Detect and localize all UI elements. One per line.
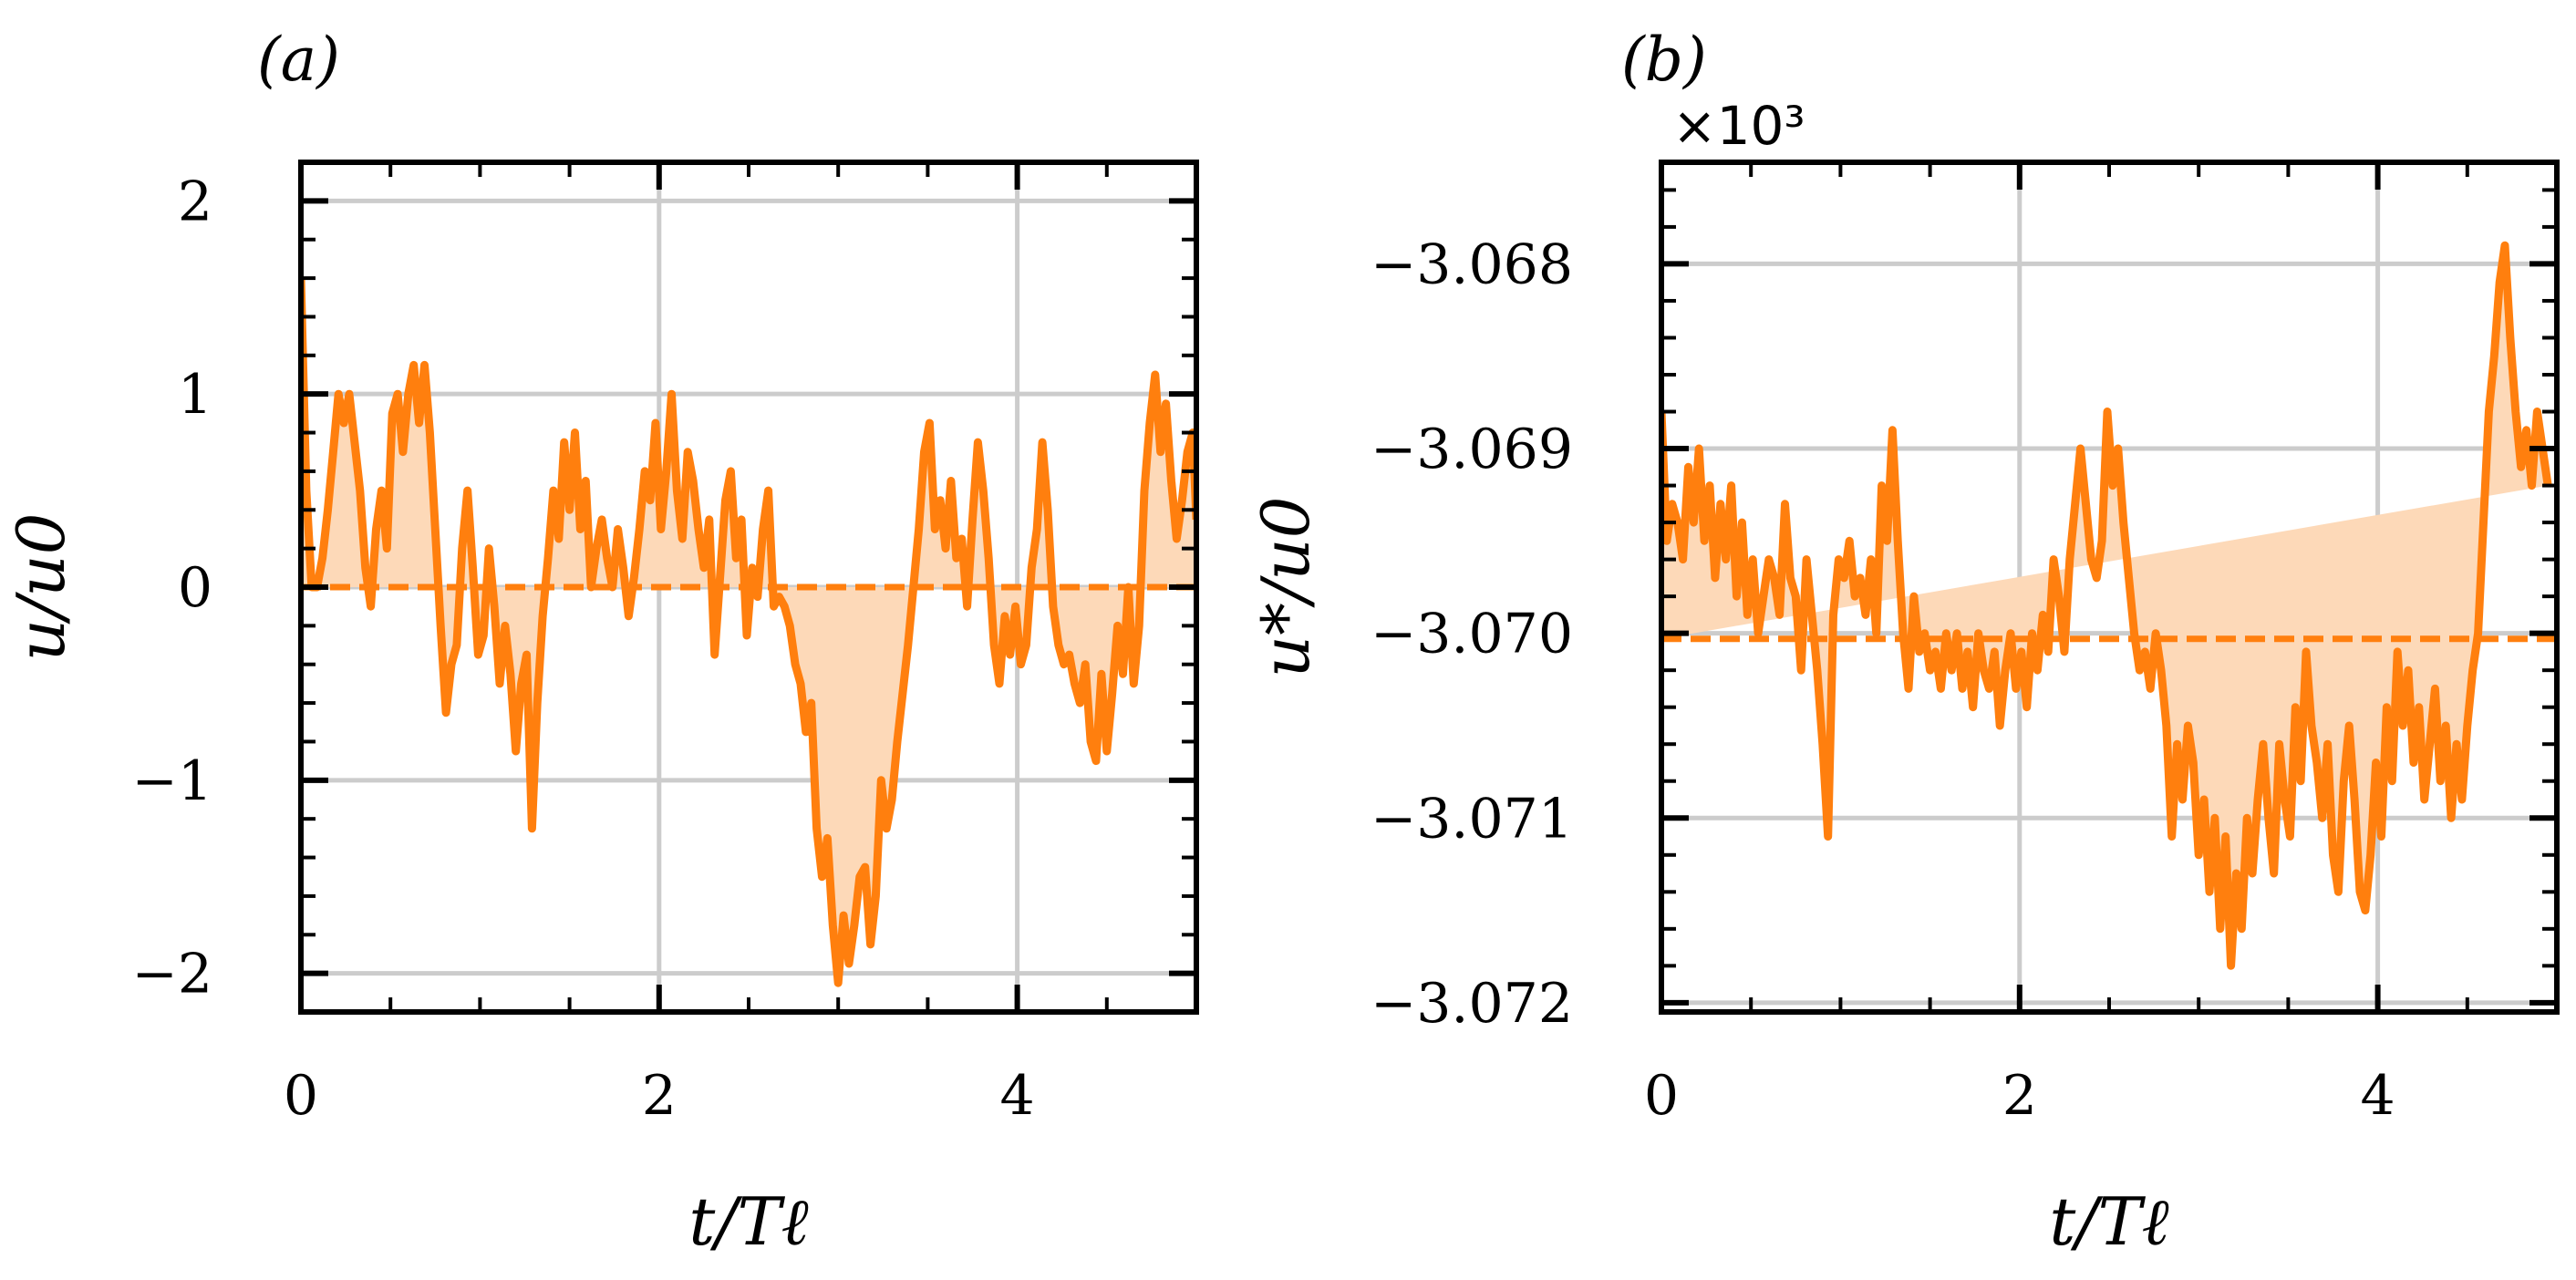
- panel-a-y-axis-label: u/u0: [3, 513, 79, 662]
- y-tick-label: −3.068: [1371, 232, 1573, 296]
- y-tick-label: −3.070: [1371, 603, 1573, 666]
- panel-b-fill-area: [1661, 245, 2549, 966]
- panel-a-x-axis-label: t/Tℓ: [688, 1183, 808, 1260]
- y-tick-label: 1: [178, 363, 212, 427]
- panel-b-y-axis-label: u*/u0: [1247, 497, 1324, 678]
- panel-b-series-line: [1661, 241, 2552, 970]
- panel-b-x-axis-label: t/Tℓ: [2049, 1183, 2168, 1260]
- panel-b-frame: [1659, 160, 2560, 1015]
- panel-b-y-tick-labels: −3.068 −3.069 −3.070 −3.071 −3.072: [1371, 232, 1573, 1035]
- y-tick-label: −2: [132, 943, 212, 1006]
- y-tick-label: −3.071: [1371, 787, 1573, 851]
- x-tick-label: 4: [1000, 1064, 1035, 1128]
- panel-a: (a) 2 1 0 −1 −2 0 2 4 u/u0 t/Tℓ: [3, 25, 1199, 1260]
- y-tick-label: 0: [178, 556, 212, 620]
- panel-a-frame: [298, 160, 1199, 1015]
- y-tick-label: −3.069: [1371, 418, 1573, 481]
- y-tick-label: −3.072: [1371, 972, 1573, 1036]
- x-tick-label: 0: [1644, 1064, 1679, 1128]
- y-tick-label: −1: [132, 749, 212, 813]
- x-tick-label: 2: [642, 1064, 677, 1128]
- panel-a-x-tick-labels: 0 2 4: [284, 1064, 1035, 1128]
- x-tick-label: 4: [2361, 1064, 2395, 1128]
- panel-b-multiplier: ×10³: [1672, 95, 1805, 157]
- panel-b-x-tick-labels: 0 2 4: [1644, 1064, 2395, 1128]
- x-tick-label: 2: [2002, 1064, 2037, 1128]
- panel-a-y-tick-labels: 2 1 0 −1 −2: [132, 170, 212, 1006]
- panel-a-label: (a): [257, 25, 340, 95]
- x-tick-label: 0: [284, 1064, 318, 1128]
- panel-b-label: (b): [1621, 25, 1707, 95]
- panel-b: (b) ×10³ −3.068−3.069−3.070−3.071−3.072 …: [1247, 25, 2560, 1260]
- panel-a-series-line: [301, 277, 1196, 987]
- y-tick-label: 2: [178, 170, 212, 233]
